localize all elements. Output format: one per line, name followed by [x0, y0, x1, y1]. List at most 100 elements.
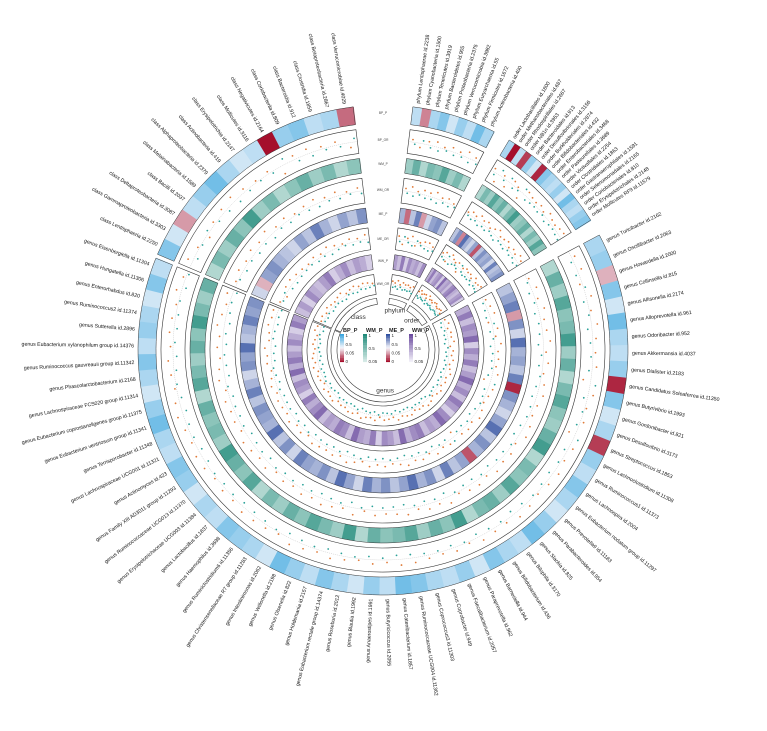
dot-track-frame — [160, 245, 606, 573]
legend-tick-label: 0.05 — [415, 359, 424, 364]
data-point — [502, 179, 505, 182]
data-point — [213, 477, 216, 480]
heatmap-cell — [560, 333, 576, 347]
heatmap-cell — [508, 364, 526, 377]
data-point — [351, 412, 354, 415]
data-point — [371, 505, 374, 508]
heatmap-cell — [271, 124, 295, 148]
data-point — [235, 280, 237, 283]
taxon-label: genus Phascolarctobacterium id.2168 — [49, 377, 136, 393]
data-point — [581, 410, 584, 413]
data-point — [305, 148, 307, 151]
heatmap-cell — [243, 377, 261, 391]
data-point — [373, 284, 376, 287]
data-point — [467, 211, 470, 213]
heatmap-cell — [449, 509, 468, 529]
heatmap-cell — [423, 417, 437, 434]
taxon-label: class Erysipelotrichia id.2147 — [190, 96, 235, 153]
data-point — [278, 380, 281, 383]
heatmap-cell — [470, 123, 487, 145]
data-point — [307, 263, 310, 266]
legend-swatch — [340, 343, 344, 346]
data-point — [519, 255, 522, 257]
legend-tick-label: 1 — [415, 333, 418, 338]
data-point — [329, 395, 332, 398]
data-point — [491, 352, 494, 355]
heatmap-cell — [336, 211, 351, 229]
data-point — [471, 285, 474, 287]
data-point — [438, 308, 441, 311]
legend-swatch — [409, 357, 413, 360]
heatmap-cell — [435, 277, 448, 291]
data-point — [397, 418, 400, 421]
data-point — [175, 288, 178, 291]
heatmap-cell — [193, 493, 218, 518]
data-point — [503, 238, 506, 241]
data-point — [475, 533, 477, 536]
data-point — [529, 405, 532, 408]
heatmap-cell — [463, 353, 479, 362]
heatmap-track-frame — [448, 227, 505, 283]
data-point — [596, 323, 599, 325]
heatmap-cell — [537, 427, 557, 446]
legend-swatch — [409, 348, 413, 350]
heatmap-cell — [336, 106, 356, 128]
data-point — [233, 421, 236, 423]
data-point — [452, 154, 455, 157]
data-point — [225, 364, 228, 367]
taxon-label: genus Lachnospiraceae UCG001 id.11321 — [70, 456, 161, 504]
data-point — [326, 306, 328, 309]
data-point — [418, 401, 421, 404]
heatmap-cell — [410, 106, 423, 127]
heatmap-cell — [351, 257, 363, 274]
data-point — [318, 359, 321, 362]
data-point — [443, 359, 446, 362]
heatmap-cell — [461, 120, 478, 141]
data-point — [266, 354, 269, 357]
taxon-label: genus Collinsella id.815 — [623, 271, 678, 291]
data-point — [427, 404, 430, 407]
data-point — [288, 278, 291, 281]
data-point — [551, 228, 554, 231]
legend-swatch — [409, 342, 413, 344]
data-point — [420, 397, 423, 400]
data-point — [463, 541, 466, 544]
data-point — [496, 327, 499, 330]
heatmap-cell — [436, 220, 449, 237]
data-point — [528, 191, 531, 194]
heatmap-cell — [481, 546, 505, 571]
heatmap-cell — [366, 527, 381, 543]
data-point — [258, 457, 261, 460]
data-point — [407, 513, 410, 516]
reference-line — [222, 274, 544, 511]
data-point — [483, 220, 486, 222]
data-point — [423, 552, 426, 555]
data-point — [425, 297, 427, 300]
heatmap-cell — [438, 280, 452, 294]
heatmap-cell — [609, 328, 628, 346]
legend-swatch — [386, 350, 390, 353]
legend-swatch — [363, 342, 367, 344]
data-point — [286, 295, 288, 298]
data-point — [383, 419, 386, 422]
taxon-label: genus Akkermansia id.4037 — [632, 351, 696, 358]
data-point — [224, 401, 227, 403]
heatmap-cell — [233, 462, 254, 483]
data-point — [333, 389, 336, 392]
heatmap-cell — [528, 238, 545, 252]
heatmap-cell — [381, 430, 389, 447]
sector-band — [406, 305, 428, 327]
data-point — [187, 258, 190, 261]
data-point — [490, 234, 493, 237]
data-point — [448, 363, 451, 366]
legend-swatch — [409, 338, 413, 340]
data-point — [417, 190, 420, 193]
data-point — [487, 321, 490, 324]
legend-swatch — [409, 350, 413, 353]
heatmap-cell — [499, 139, 516, 160]
data-point — [407, 241, 410, 244]
heatmap-cell — [261, 191, 282, 212]
data-point — [571, 448, 574, 451]
legend-swatch — [363, 357, 367, 360]
